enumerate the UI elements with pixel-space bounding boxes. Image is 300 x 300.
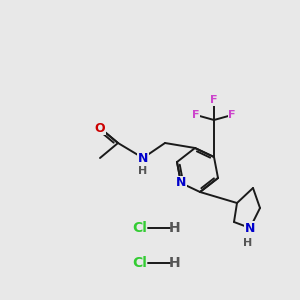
Text: H: H bbox=[169, 256, 181, 270]
Text: H: H bbox=[169, 221, 181, 235]
Text: O: O bbox=[95, 122, 105, 134]
Text: F: F bbox=[210, 95, 218, 105]
Text: F: F bbox=[228, 110, 236, 120]
Text: H: H bbox=[138, 166, 148, 176]
Text: N: N bbox=[176, 176, 186, 190]
Text: N: N bbox=[138, 152, 148, 164]
Text: H: H bbox=[243, 238, 253, 248]
Text: Cl: Cl bbox=[133, 221, 147, 235]
Text: N: N bbox=[245, 221, 255, 235]
Text: Cl: Cl bbox=[133, 256, 147, 270]
Text: F: F bbox=[192, 110, 200, 120]
